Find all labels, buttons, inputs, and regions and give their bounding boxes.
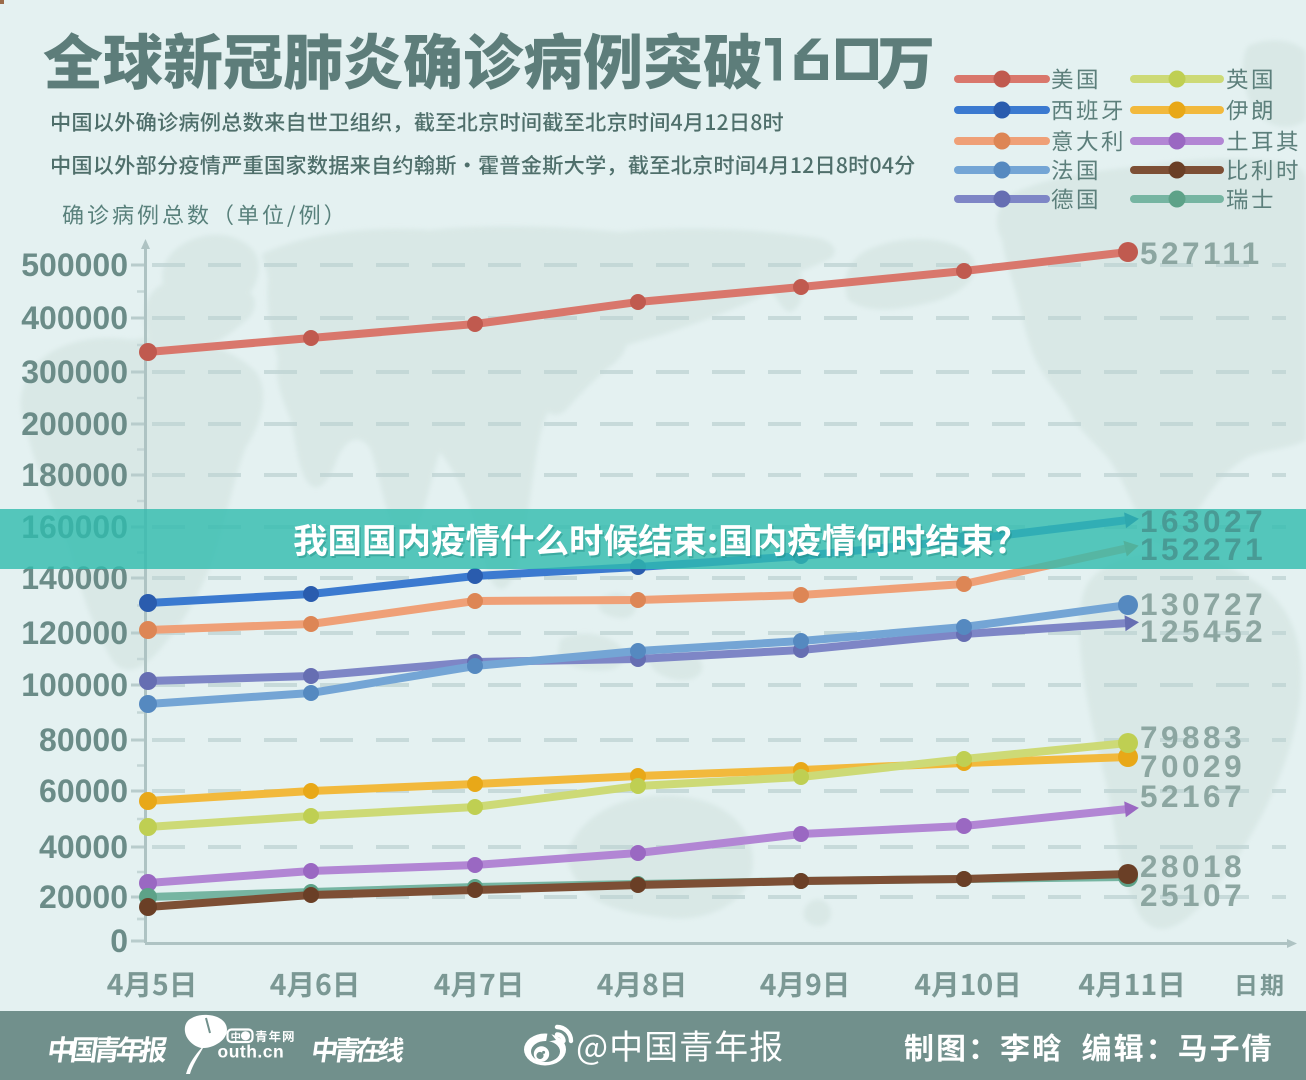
svg-text:0: 0 — [110, 923, 128, 959]
svg-text:79883: 79883 — [1140, 719, 1245, 755]
svg-text:130727: 130727 — [1140, 586, 1266, 622]
svg-text:28018: 28018 — [1140, 848, 1245, 884]
svg-text:152271: 152271 — [1140, 531, 1266, 567]
svg-text:80000: 80000 — [39, 722, 128, 758]
svg-text:527111: 527111 — [1140, 235, 1263, 271]
svg-text:52167: 52167 — [1140, 778, 1245, 814]
svg-text:125452: 125452 — [1140, 613, 1266, 649]
svg-text:100000: 100000 — [21, 667, 128, 703]
svg-text:70029: 70029 — [1140, 748, 1245, 784]
svg-text:500000: 500000 — [21, 247, 128, 283]
svg-text:400000: 400000 — [21, 300, 128, 336]
svg-text:200000: 200000 — [21, 406, 128, 442]
svg-text:outh.cn: outh.cn — [218, 1042, 285, 1062]
svg-text:20000: 20000 — [39, 879, 128, 915]
svg-text:300000: 300000 — [21, 354, 128, 390]
svg-text:25107: 25107 — [1140, 877, 1245, 913]
svg-text:180000: 180000 — [21, 457, 128, 493]
svg-text:40000: 40000 — [39, 829, 128, 865]
svg-text:60000: 60000 — [39, 773, 128, 809]
svg-text:120000: 120000 — [21, 615, 128, 651]
svg-text:163027: 163027 — [1140, 503, 1266, 539]
